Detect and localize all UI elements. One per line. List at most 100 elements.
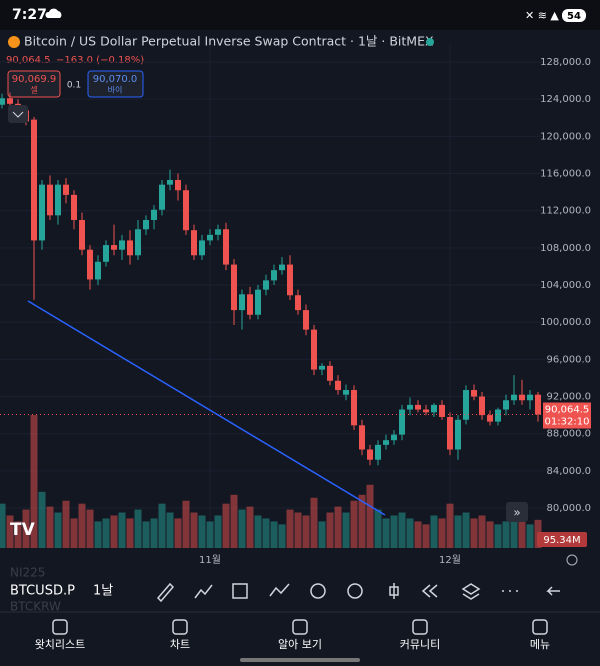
volume-label: 95.34M <box>543 535 580 546</box>
candle-body <box>71 194 77 220</box>
volume-bar <box>214 515 222 548</box>
sell-label: 셀 <box>30 85 37 95</box>
volume-bar <box>390 515 398 548</box>
settings-icon[interactable] <box>566 554 578 566</box>
candle-body <box>79 219 85 250</box>
candle-body <box>31 119 37 241</box>
volume-bar <box>14 521 22 548</box>
volume-bar <box>150 518 158 548</box>
nav-label[interactable]: 차트 <box>170 638 190 651</box>
candle-body <box>87 249 93 280</box>
y-tick-label: 88,000.0 <box>546 429 591 440</box>
nav-label[interactable]: 커뮤니티 <box>400 638 440 651</box>
time: 7:27 <box>12 7 47 23</box>
volume-bar <box>470 518 478 548</box>
y-tick-label: 128,000.0 <box>540 57 591 68</box>
candle-body <box>47 184 53 216</box>
undo-icon[interactable] <box>546 586 560 596</box>
scroll-icon: » <box>513 506 520 520</box>
sell-price: 90,069.9 <box>12 74 57 85</box>
last-price-label: 90,064.5 <box>545 405 590 416</box>
volume-bar <box>158 503 166 548</box>
candle-body <box>103 245 109 262</box>
btc-icon <box>8 36 20 48</box>
layout-icon[interactable] <box>232 583 248 599</box>
volume-bar <box>174 518 182 548</box>
nav-label[interactable]: 왓치리스트 <box>35 638 86 651</box>
countdown: 01:32:10 <box>545 417 590 428</box>
candle-body <box>199 240 205 256</box>
volume-bar <box>38 491 46 548</box>
tv-logo: TV <box>10 520 36 540</box>
candle-body <box>423 409 429 413</box>
candle-body <box>119 240 125 250</box>
volume-bar <box>246 506 254 548</box>
volume-bar <box>238 509 246 548</box>
buy-button[interactable] <box>87 70 144 98</box>
candle-body <box>511 394 517 401</box>
candle-body <box>143 219 149 230</box>
home-indicator <box>240 658 360 662</box>
volume-bar <box>454 515 462 548</box>
volume-bar <box>366 484 374 548</box>
volume-bar <box>262 518 270 548</box>
battery-level: 54 <box>567 11 581 22</box>
nav-label[interactable]: 알아 보기 <box>278 637 322 651</box>
alert-icon[interactable] <box>347 583 363 599</box>
collapse-button[interactable] <box>8 105 28 123</box>
candle-body <box>471 390 477 397</box>
header-change: −163.0 (−0.18%) <box>56 55 144 66</box>
volume-bar <box>334 506 342 548</box>
volume-bar <box>326 512 334 548</box>
volume-bar <box>94 521 102 548</box>
candle-body <box>455 419 461 450</box>
volume-bar <box>62 500 70 548</box>
battery <box>562 9 586 22</box>
candle-body <box>495 409 501 422</box>
volume-bar <box>430 515 438 548</box>
candle-body <box>519 394 525 401</box>
candle-body <box>255 289 261 315</box>
replay-icon[interactable] <box>421 584 438 598</box>
volume-bar <box>0 503 6 548</box>
layers-icon[interactable] <box>461 583 481 600</box>
volume-bar <box>86 509 94 548</box>
scroll-right[interactable] <box>506 502 528 522</box>
volume-bar <box>518 521 526 548</box>
candle-body <box>159 184 165 210</box>
candle-body <box>375 444 381 460</box>
candle-body <box>319 365 325 370</box>
candle-body <box>39 184 45 241</box>
candle-body <box>503 400 509 410</box>
y-tick-label: 104,000.0 <box>540 280 591 291</box>
indicator-icon[interactable] <box>194 584 213 599</box>
candle-body <box>399 409 405 435</box>
volume-bar <box>358 494 366 548</box>
volume-bar <box>422 524 430 548</box>
add-icon[interactable] <box>310 583 326 599</box>
last-price-box <box>543 402 591 429</box>
candle-body <box>7 98 13 104</box>
symbol[interactable]: BTCUSD.P <box>10 584 75 599</box>
candle-body <box>95 261 101 280</box>
symbol-title: Bitcoin / US Dollar Perpetual Inverse Sw… <box>24 34 434 49</box>
interval[interactable]: 1날 <box>93 584 113 599</box>
candle-body <box>335 380 341 391</box>
candle-body <box>183 190 189 231</box>
candle-body <box>463 390 469 420</box>
candle-body <box>303 310 309 330</box>
nav-icon <box>532 619 548 635</box>
toolbar-icons <box>156 582 560 603</box>
candle-icon[interactable] <box>389 583 399 599</box>
candle-body <box>383 440 389 445</box>
compare-icon[interactable] <box>269 583 290 597</box>
candle-body <box>343 390 349 395</box>
draw-icon[interactable] <box>156 582 175 603</box>
sell-button[interactable] <box>7 70 61 98</box>
volume-bar <box>350 500 358 548</box>
candle-body <box>527 394 533 401</box>
volume-label-box <box>537 532 587 547</box>
candle-body <box>239 294 245 311</box>
nav-label[interactable]: 메뉴 <box>530 638 550 651</box>
volume-bar <box>302 515 310 548</box>
